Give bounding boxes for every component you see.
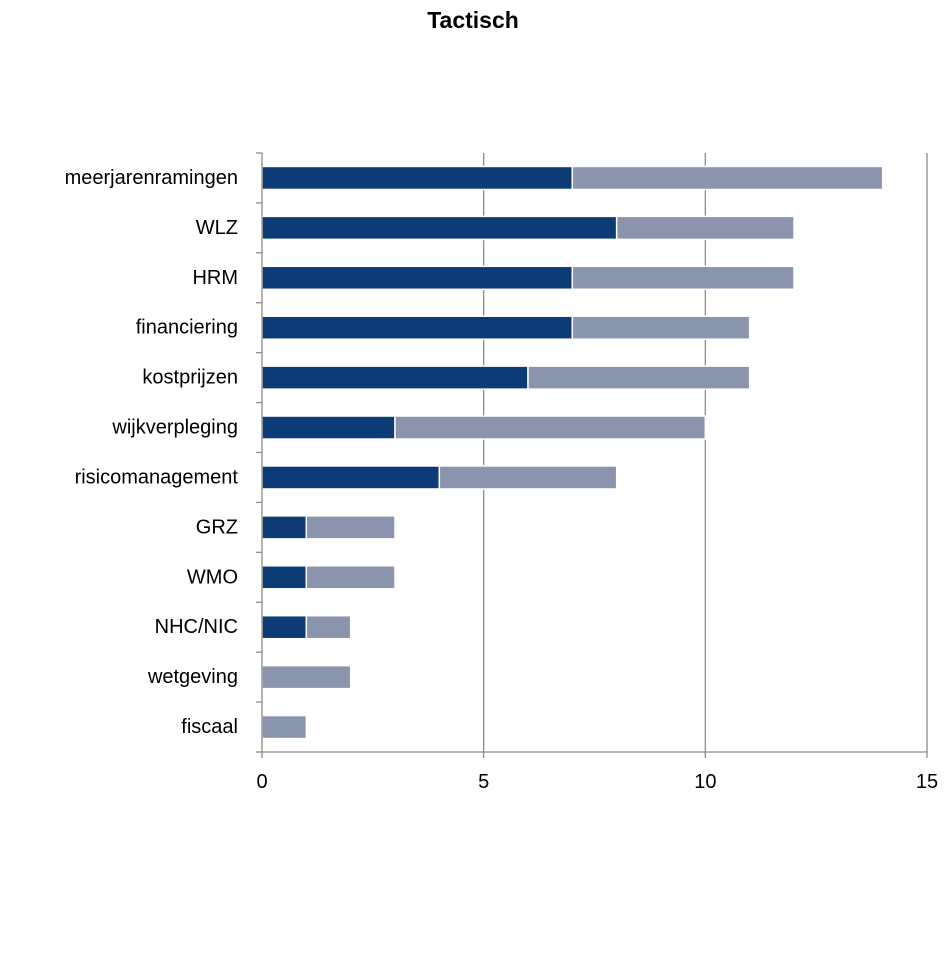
bar-2-wmo <box>305 565 396 590</box>
bar-1-nhc-nic <box>261 614 308 640</box>
bar-1-financiering <box>261 315 574 340</box>
category-label: NHC/NIC <box>155 616 238 638</box>
category-label: HRM <box>192 267 238 289</box>
bar-1-grz <box>261 515 308 540</box>
category-label: meerjarenramingen <box>65 167 238 189</box>
category-label: fiscaal <box>181 716 238 738</box>
axes <box>256 152 928 758</box>
bars <box>261 165 884 740</box>
bar-1-hrm <box>261 265 574 291</box>
labels: meerjarenramingen WLZ HRM financiering kostp… <box>65 167 939 793</box>
bar-1-wlz <box>261 215 618 241</box>
x-tick-label: 5 <box>478 771 489 793</box>
bar-1-kostprijzen <box>261 365 529 390</box>
category-label: kostprijzen <box>142 367 238 389</box>
category-label: WMO <box>187 566 238 588</box>
category-label: WLZ <box>196 217 238 239</box>
bar-2-meerjarenramingen <box>571 165 884 191</box>
category-label: financiering <box>136 317 238 339</box>
category-label: wetgeving <box>147 666 238 688</box>
category-label: risicomanagement <box>75 466 239 488</box>
bar-2-kostprijzen <box>527 365 751 390</box>
bar-2-wijkverpleging <box>394 415 707 440</box>
bar-2-hrm <box>571 265 795 291</box>
bar-2-nhc-nic <box>305 614 352 640</box>
bar-2-wlz <box>615 215 795 241</box>
x-tick-label: 10 <box>694 771 716 793</box>
bar-1-risicomanagement <box>261 465 441 490</box>
bar-2-risicomanagement <box>438 465 618 490</box>
bar-2-financiering <box>571 315 751 340</box>
bar-1-wmo <box>261 565 308 590</box>
chart-title: Tactisch <box>427 7 519 33</box>
x-tick-label: 15 <box>916 771 938 793</box>
x-tick-label: 0 <box>256 771 267 793</box>
gridlines <box>483 153 928 752</box>
bar-2-grz <box>305 515 396 540</box>
category-label: wijkverpleging <box>111 417 238 439</box>
bar-2-wetgeving <box>261 664 352 690</box>
bar-2-fiscaal <box>261 714 308 740</box>
bar-1-wijkverpleging <box>261 415 396 440</box>
category-label: GRZ <box>196 516 238 538</box>
bar-1-meerjarenramingen <box>261 165 574 191</box>
